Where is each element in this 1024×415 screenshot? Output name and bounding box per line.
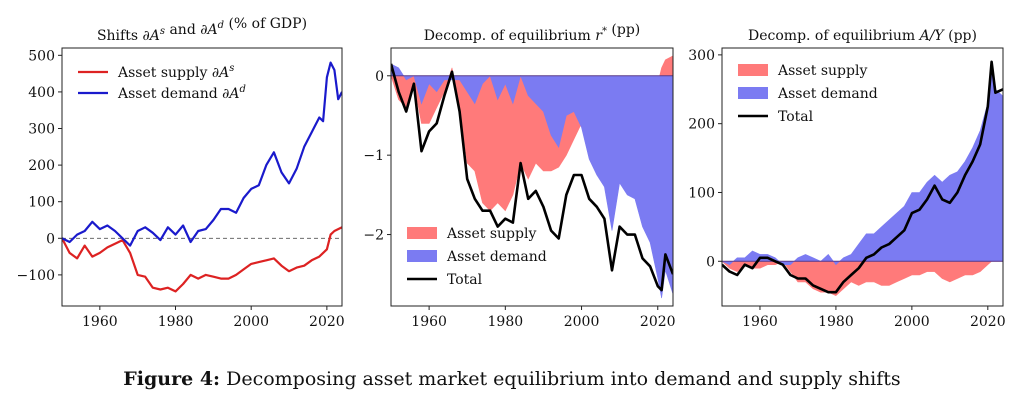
x-tick-label: 2020 <box>640 314 676 330</box>
chart-title: Shifts ∂As and ∂Ad (% of GDP) <box>97 16 307 44</box>
legend-label: Asset demand ∂Ad <box>117 84 246 102</box>
y-tick-label: 100 <box>28 195 55 211</box>
x-tick-label: 1980 <box>158 314 194 330</box>
caption-label: Figure 4: <box>123 368 221 390</box>
chart-title: Decomp. of equilibrium r* (pp) <box>424 22 641 44</box>
x-tick-label: 1980 <box>488 314 524 330</box>
legend <box>738 64 768 118</box>
y-tick-label: 400 <box>28 85 55 101</box>
plot-frame <box>61 47 343 307</box>
y-tick-label: 100 <box>688 185 715 201</box>
legend-swatch <box>738 87 768 99</box>
chart-1 <box>58 47 343 310</box>
x-tick-label: 2000 <box>894 314 930 330</box>
y-tick-label: −100 <box>17 268 55 284</box>
legend-swatch <box>407 250 437 262</box>
series-line-total <box>391 63 673 292</box>
series-line-asset-supply <box>62 226 342 293</box>
series-line-total <box>722 60 1003 294</box>
legend-swatch <box>407 227 437 239</box>
x-tick-label: 2020 <box>309 314 345 330</box>
y-tick-label: 0 <box>706 254 715 270</box>
x-tick-label: 2000 <box>233 314 269 330</box>
x-tick-label: 1960 <box>82 314 118 330</box>
series-line-asset-demand <box>62 61 342 247</box>
area-asset-supply <box>722 254 1003 297</box>
plot-area-1 <box>62 61 342 293</box>
area-asset-demand <box>391 63 673 299</box>
y-tick-label: 200 <box>28 158 55 174</box>
legend-label: Asset demand <box>777 86 878 102</box>
chart-3 <box>718 47 1004 310</box>
legend-label: Asset demand <box>446 249 547 265</box>
legend <box>407 227 437 281</box>
plot-area-2 <box>391 55 673 299</box>
figure-caption: Figure 4: Decomposing asset market equil… <box>0 368 1024 390</box>
y-tick-label: 0 <box>375 69 384 85</box>
caption-text: Decomposing asset market equilibrium int… <box>226 368 901 390</box>
legend <box>78 70 108 95</box>
legend-label: Total <box>778 109 814 125</box>
y-tick-label: 200 <box>688 117 715 133</box>
y-tick-label: 300 <box>28 122 55 138</box>
chart-title: Decomp. of equilibrium A/Y (pp) <box>748 28 977 44</box>
y-tick-label: 500 <box>28 48 55 64</box>
plot-frame <box>721 47 1004 307</box>
legend-label: Asset supply <box>446 226 536 242</box>
legend-label: Total <box>447 272 483 288</box>
legend-swatch <box>738 64 768 76</box>
x-tick-label: 2020 <box>970 314 1006 330</box>
plot-frame <box>390 47 674 307</box>
chart-2 <box>387 47 674 310</box>
x-tick-label: 1960 <box>411 314 447 330</box>
plot-area-3 <box>722 60 1003 297</box>
y-tick-label: −1 <box>363 148 384 164</box>
legend-label: Asset supply <box>777 63 867 79</box>
y-tick-label: 0 <box>46 231 55 247</box>
y-tick-label: −2 <box>363 228 384 244</box>
figure: 1960 1980 2000 2020−1000100200300400500Shif… <box>17 16 1006 330</box>
x-tick-label: 1960 <box>742 314 778 330</box>
x-tick-label: 1980 <box>818 314 854 330</box>
x-tick-label: 2000 <box>564 314 600 330</box>
legend-label: Asset supply ∂As <box>117 63 234 81</box>
y-tick-label: 300 <box>688 48 715 64</box>
area-asset-demand <box>722 65 1003 266</box>
